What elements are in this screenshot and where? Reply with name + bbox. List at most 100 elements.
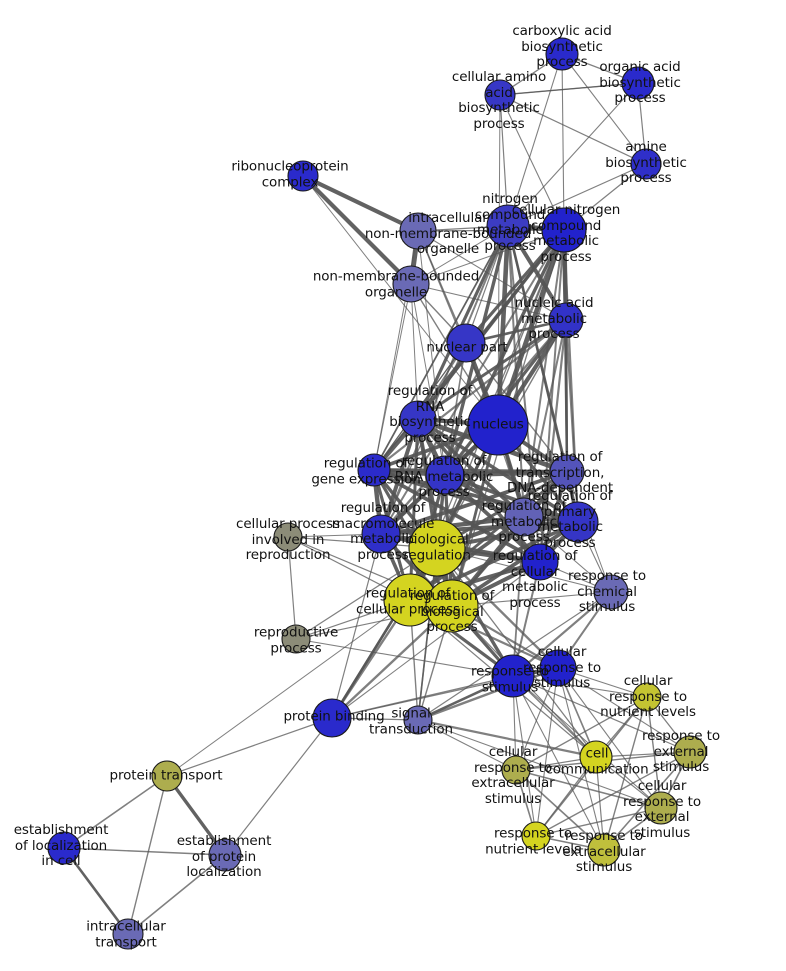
graph-node-establishment-of-protein-localization[interactable]: establishment of protein localization	[208, 838, 242, 872]
graph-edge	[561, 53, 565, 231]
graph-node-non-membrane-bounded-organelle[interactable]: non-membrane-bounded organelle	[392, 265, 430, 303]
graph-edge	[497, 94, 501, 426]
graph-node-cellular-response-to-extracellular-stimulus[interactable]: cellular response to extracellular stimu…	[501, 755, 531, 785]
graph-edge	[451, 591, 612, 607]
graph-edge	[416, 417, 526, 519]
graph-edge	[410, 229, 565, 285]
graph-edge	[646, 696, 662, 809]
graph-edge	[515, 769, 605, 851]
graph-node-nitrogen-compound-metabolic-process[interactable]: nitrogen compound metabolic process	[486, 204, 530, 248]
graph-node-cellular-response-to-nutrient-levels[interactable]: cellular response to nutrient levels	[632, 682, 662, 712]
graph-node-cell-communication[interactable]: cell communication	[579, 740, 613, 774]
graph-edge	[302, 175, 499, 426]
graph-edge	[499, 82, 639, 96]
graph-node-regulation-of-transcription-dna-dependent[interactable]: regulation of transcription, DNA-depende…	[549, 454, 585, 490]
graph-edge	[62, 846, 130, 936]
graph-node-response-to-external-stimulus[interactable]: response to external stimulus	[673, 735, 707, 769]
graph-edge	[63, 775, 168, 849]
graph-node-regulation-of-macromolecule-metabolic-process[interactable]: regulation of macromolecule metabolic pr…	[361, 514, 401, 554]
graph-node-response-to-nutrient-levels[interactable]: response to nutrient levels	[521, 821, 551, 851]
graph-edge	[224, 717, 333, 856]
graph-node-intracellular-transport[interactable]: intracellular transport	[112, 918, 144, 950]
graph-edge	[507, 225, 525, 518]
graph-node-biological-regulation[interactable]: biological regulation	[408, 519, 466, 577]
graph-edge	[499, 94, 565, 231]
graph-edge	[300, 173, 414, 287]
graph-edge	[557, 667, 662, 809]
graph-edge	[331, 533, 382, 719]
graph-edge	[416, 718, 598, 759]
graph-edge	[127, 854, 226, 935]
graph-edge	[436, 229, 565, 549]
graph-node-amine-biosynthetic-process[interactable]: amine biosynthetic process	[630, 148, 662, 180]
graph-node-regulation-of-biological-process[interactable]: regulation of biological process	[425, 579, 479, 633]
graph-edge	[564, 318, 569, 474]
graph-node-protein-transport[interactable]: protein transport	[151, 760, 183, 792]
graph-node-nucleic-acid-metabolic-process[interactable]: nucleic acid metabolic process	[548, 302, 584, 338]
graph-node-cellular-response-to-external-stimulus[interactable]: cellular response to external stimulus	[644, 791, 678, 825]
graph-node-nucleus[interactable]: nucleus	[467, 394, 529, 456]
graph-node-regulation-of-rna-metabolic-process[interactable]: regulation of RNA metabolic process	[425, 455, 465, 495]
graph-edge	[287, 536, 297, 640]
graph-edge	[166, 717, 333, 777]
node-layer: carboxylic acid biosynthetic process orga…	[47, 37, 707, 950]
graph-edge	[417, 719, 517, 771]
graph-edge	[507, 53, 563, 227]
graph-edge	[523, 319, 567, 518]
graph-edge	[372, 468, 569, 474]
graph-edge	[417, 719, 662, 809]
graph-edge	[538, 318, 568, 564]
graph-edge	[535, 807, 662, 837]
graph-node-response-to-stimulus[interactable]: response to stimulus	[491, 654, 535, 698]
graph-edge	[515, 696, 648, 771]
graph-edge	[373, 225, 509, 471]
graph-node-cellular-response-to-stimulus[interactable]: cellular response to stimulus	[539, 649, 577, 687]
graph-node-regulation-of-metabolic-process[interactable]: regulation of metabolic process	[504, 497, 544, 537]
graph-edge	[416, 318, 568, 421]
graph-edge	[416, 417, 542, 564]
graph-node-establishment-of-localization-in-cell[interactable]: establishment of localization in cell	[47, 831, 81, 865]
graph-edge	[330, 604, 454, 720]
graph-node-response-to-extracellular-stimulus[interactable]: response to extracellular stimulus	[587, 833, 621, 867]
graph-edge	[565, 319, 579, 523]
graph-edge	[507, 82, 639, 227]
graph-node-cellular-amino-acid-biosynthetic-process[interactable]: cellular amino acid biosynthetic process	[484, 79, 516, 111]
graph-edge	[300, 173, 421, 234]
graph-edge	[603, 696, 648, 851]
graph-edge	[417, 547, 438, 721]
graph-node-cellular-process-involved-in-reproduction[interactable]: cellular process involved in reproductio…	[273, 522, 303, 552]
graph-node-reproductive-process[interactable]: reproductive process	[281, 624, 311, 654]
graph-node-nuclear-part[interactable]: nuclear part	[446, 323, 486, 363]
graph-edge	[512, 675, 537, 837]
graph-edge	[127, 775, 168, 935]
graph-node-cellular-nitrogen-compound-metabolic-process[interactable]: cellular nitrogen compound metabolic pro…	[541, 207, 587, 253]
graph-node-carboxylic-acid-biosynthetic-process[interactable]: carboxylic acid biosynthetic process	[545, 37, 579, 71]
graph-node-regulation-of-gene-expression[interactable]: regulation of gene expression	[357, 453, 391, 487]
graph-edge	[372, 318, 568, 472]
graph-edge	[380, 229, 565, 535]
graph-edge	[507, 163, 647, 227]
graph-edge	[166, 599, 411, 777]
graph-edge	[512, 675, 648, 698]
graph-edge	[295, 638, 514, 677]
edge-layer	[62, 53, 691, 936]
graph-edge	[561, 53, 647, 165]
graph-node-intracellular-non-membrane-bounded-organelle[interactable]: intracellular non-membrane-bounded organ…	[399, 212, 437, 250]
graph-node-organic-acid-biosynthetic-process[interactable]: organic acid biosynthetic process	[621, 66, 655, 100]
graph-edge	[63, 847, 226, 856]
graph-node-protein-binding[interactable]: protein binding	[312, 698, 352, 738]
graph-node-regulation-of-rna-biosynthetic-process[interactable]: regulation of RNA biosynthetic process	[399, 400, 437, 438]
graph-edge	[331, 561, 541, 719]
graph-edge	[410, 283, 419, 420]
graph-edge	[499, 94, 647, 165]
graph-node-regulation-of-primary-metabolic-process[interactable]: regulation of primary metabolic process	[557, 501, 599, 543]
graph-edge	[535, 751, 691, 837]
graph-node-response-to-chemical-stimulus[interactable]: response to chemical stimulus	[593, 574, 629, 610]
graph-node-regulation-of-cellular-metabolic-process[interactable]: regulation of cellular metabolic process	[521, 543, 559, 581]
graph-edge	[539, 229, 565, 563]
graph-node-ribonucleoprotein-complex[interactable]: ribonucleoprotein complex	[287, 160, 319, 192]
graph-edge	[512, 675, 662, 809]
graph-node-signal-transduction[interactable]: signal transduction	[403, 705, 433, 735]
